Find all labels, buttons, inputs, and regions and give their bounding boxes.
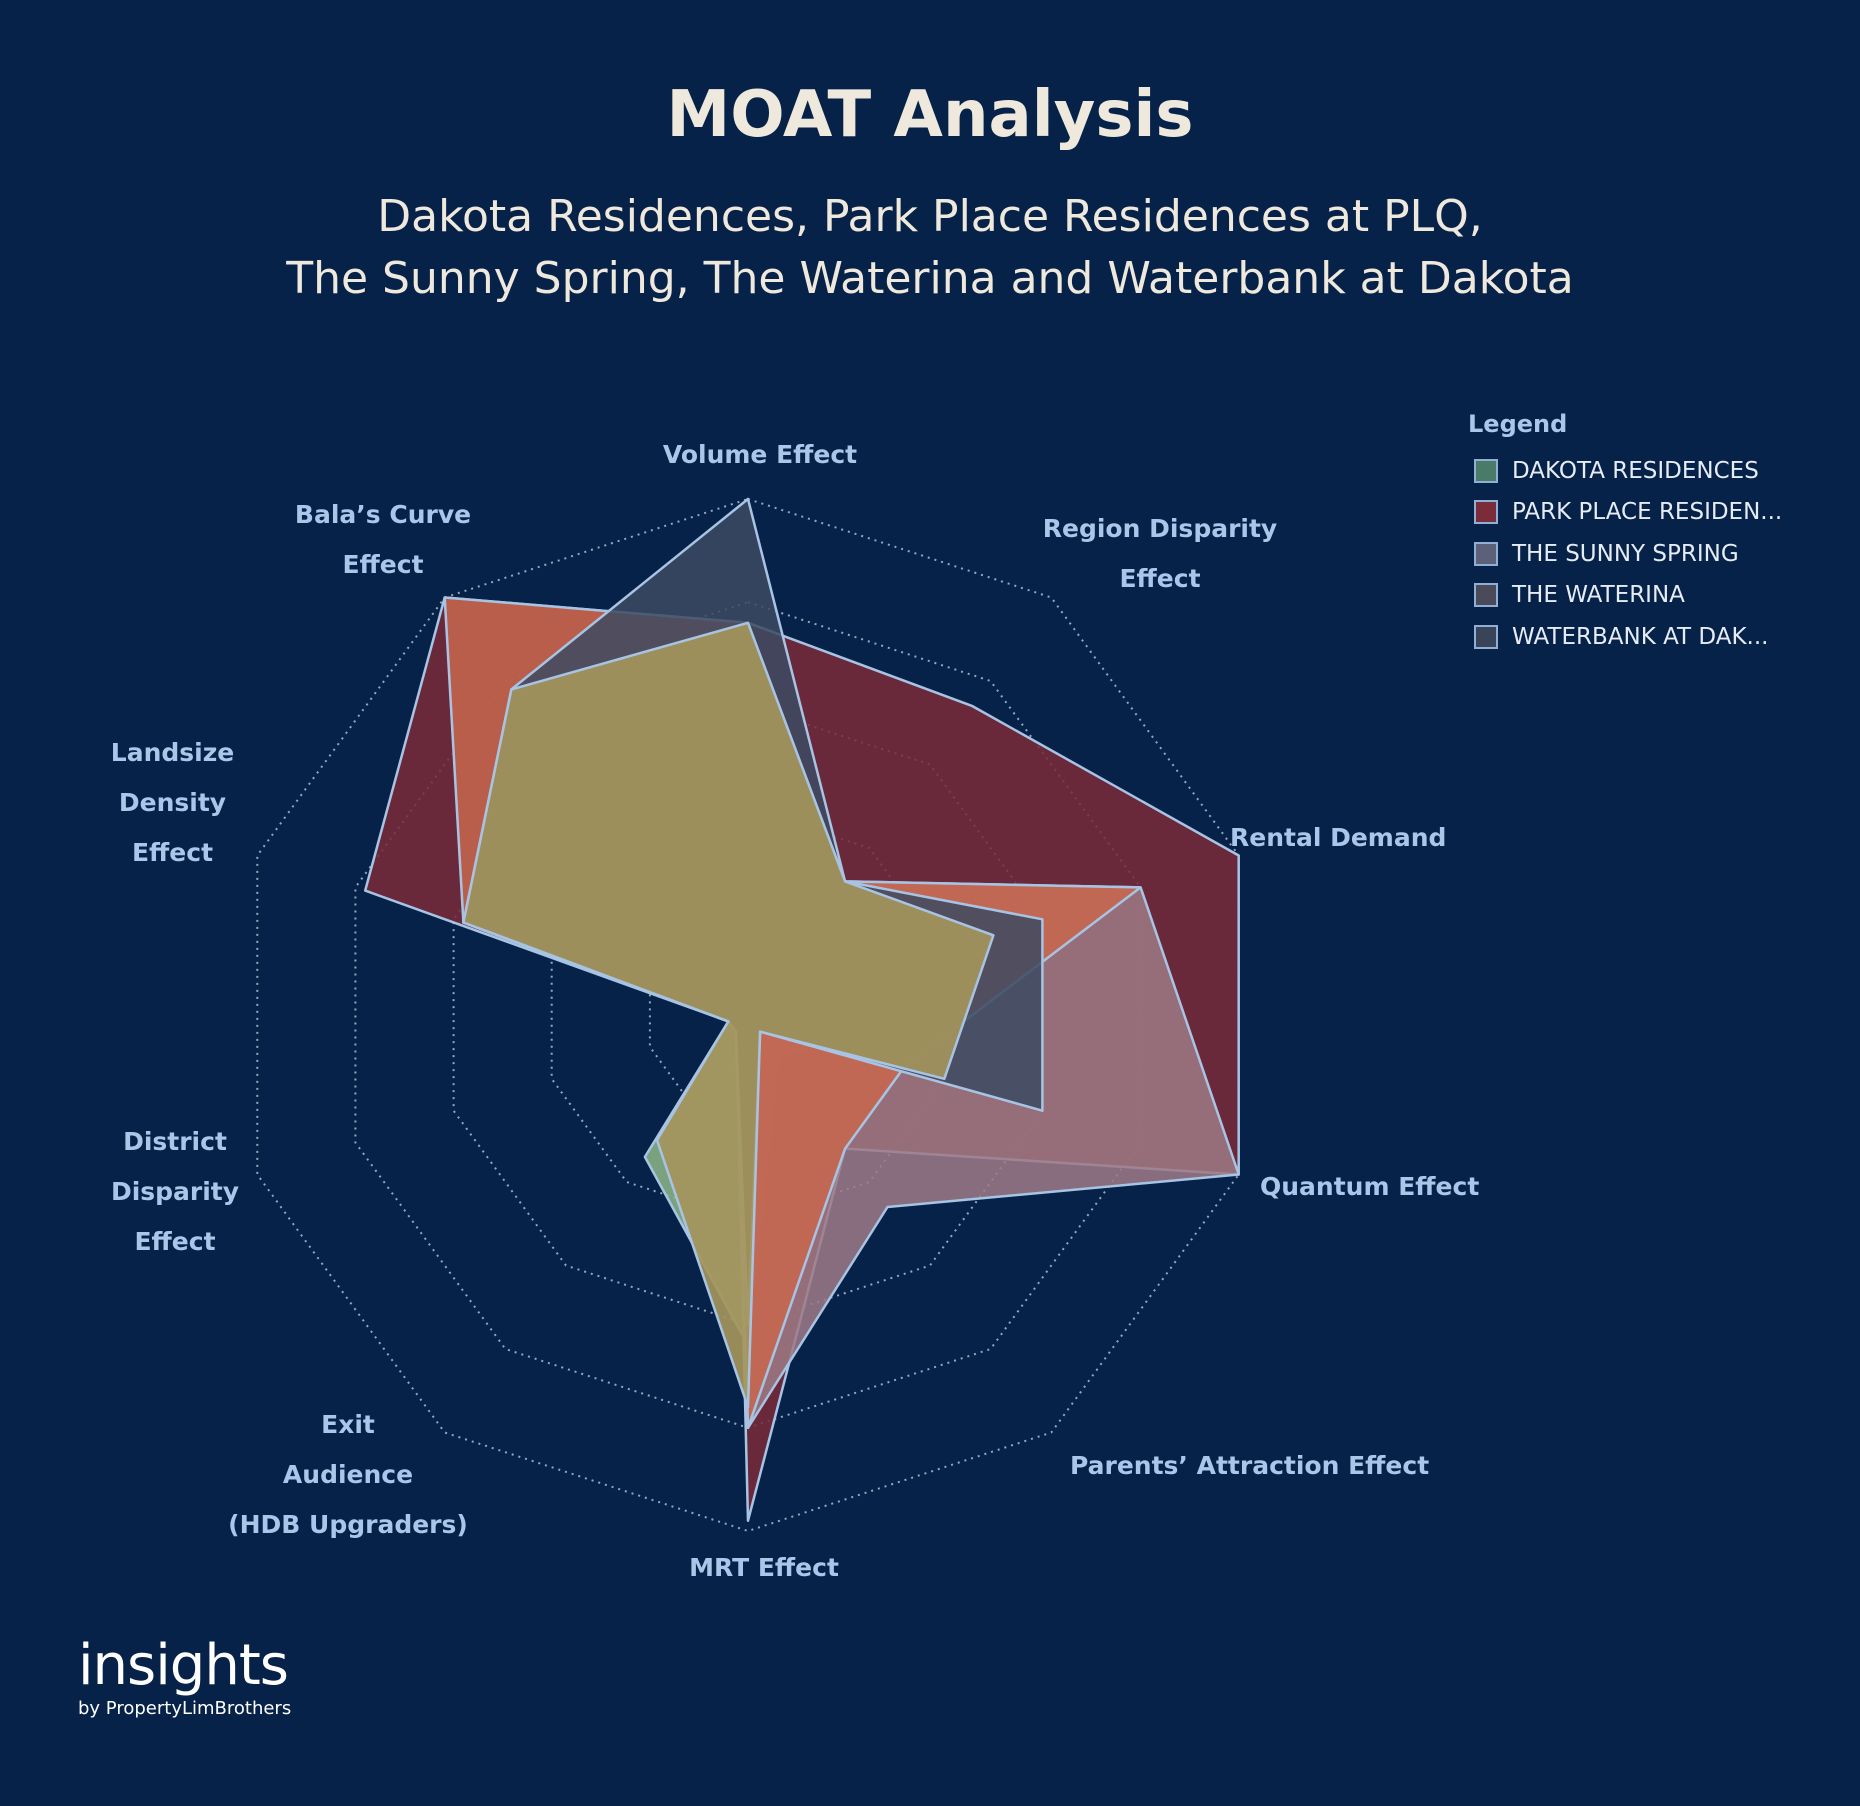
axis-label-bala-line-2: Effect <box>342 550 424 579</box>
legend-item[interactable]: PARK PLACE RESIDEN... <box>1468 492 1782 534</box>
axis-label-rental-demand: Rental Demand <box>1230 813 1460 863</box>
axis-label-parents-attraction: Parents’ Attraction Effect <box>1070 1441 1440 1491</box>
legend-swatch <box>1474 583 1498 608</box>
subtitle-line-2: The Sunny Spring, The Waterina and Water… <box>286 253 1574 304</box>
legend-label: THE SUNNY SPRING <box>1512 540 1739 567</box>
axis-label-region-disparity: Region Disparity Effect <box>1010 504 1310 604</box>
axis-label-bala-line-1: Bala’s Curve <box>294 500 472 529</box>
axis-label-district-line-2: Disparity <box>110 1177 240 1206</box>
axis-label-district-line-1: District <box>123 1127 227 1156</box>
radar-series <box>363 497 1240 1522</box>
legend-title: Legend <box>1468 410 1568 438</box>
chart-title: MOAT Analysis <box>666 78 1194 152</box>
chart-legend: Legend DAKOTA RESIDENCES PARK PLACE RESI… <box>1468 410 1782 658</box>
axis-label-mrt-effect: MRT Effect <box>614 1543 914 1593</box>
brand-byline: by PropertyLimBrothers <box>78 1698 292 1719</box>
axis-label-exit-line-1: Exit <box>321 1410 375 1439</box>
legend-label: THE WATERINA <box>1512 582 1685 609</box>
axis-label-quantum-effect: Quantum Effect <box>1260 1162 1510 1212</box>
legend-swatch <box>1474 458 1498 483</box>
axis-label-landsize-density: Landsize Density Effect <box>60 728 285 878</box>
axis-label-exit-line-3: (HDB Upgraders) <box>228 1510 468 1539</box>
axis-label-region-line-1: Region Disparity <box>1042 514 1278 543</box>
axis-label-quantum-line-1: Quantum Effect <box>1260 1172 1480 1201</box>
axis-label-mrt-line-1: MRT Effect <box>689 1553 839 1582</box>
legend-label: WATERBANK AT DAK... <box>1512 623 1769 650</box>
axis-label-exit-audience: Exit Audience (HDB Upgraders) <box>198 1400 498 1550</box>
axis-label-balas-curve: Bala’s Curve Effect <box>233 490 533 590</box>
axis-label-landsize-line-2: Density <box>118 788 227 817</box>
brand-logo: insights by PropertyLimBrothers <box>78 1633 292 1720</box>
legend-swatch <box>1474 500 1498 525</box>
chart-subtitle: Dakota Residences, Park Place Residences… <box>0 186 1860 310</box>
axis-label-volume-effect: Volume Effect <box>570 430 950 480</box>
axis-label-landsize-line-1: Landsize <box>110 738 235 767</box>
axis-label-landsize-line-3: Effect <box>131 838 214 867</box>
legend-swatch <box>1474 624 1498 649</box>
axis-label-parents-line-1: Parents’ Attraction Effect <box>1070 1451 1430 1480</box>
axis-label-exit-line-2: Audience <box>282 1460 414 1489</box>
legend-swatch <box>1474 541 1498 566</box>
axis-label-volume-line-1: Volume Effect <box>662 440 858 469</box>
legend-item[interactable]: THE WATERINA <box>1468 575 1782 617</box>
legend-item[interactable]: WATERBANK AT DAK... <box>1468 616 1782 658</box>
radar-series-area <box>462 621 995 1409</box>
brand-wordmark: insights <box>78 1633 289 1698</box>
legend-item[interactable]: DAKOTA RESIDENCES <box>1468 450 1782 492</box>
axis-label-rental-line-1: Rental Demand <box>1230 823 1447 852</box>
axis-label-district-disparity: District Disparity Effect <box>60 1117 290 1267</box>
axis-label-region-line-2: Effect <box>1119 564 1201 593</box>
legend-item[interactable]: THE SUNNY SPRING <box>1468 533 1782 575</box>
legend-label: PARK PLACE RESIDEN... <box>1512 499 1783 526</box>
legend-label: DAKOTA RESIDENCES <box>1512 457 1759 484</box>
axis-label-district-line-3: Effect <box>134 1227 216 1256</box>
subtitle-line-1: Dakota Residences, Park Place Residences… <box>377 191 1483 242</box>
